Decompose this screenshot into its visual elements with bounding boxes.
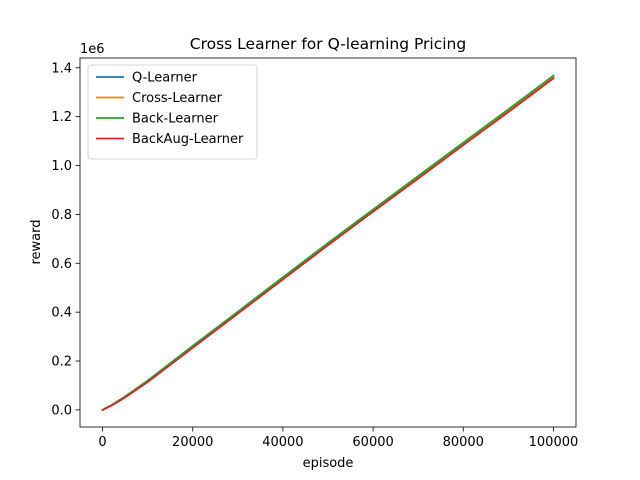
chart-title: Cross Learner for Q-learning Pricing — [190, 35, 466, 53]
y-tick-label: 0.6 — [51, 257, 72, 272]
y-axis-label: reward — [29, 219, 44, 264]
y-tick-label: 0.2 — [51, 355, 72, 370]
y-tick-label: 0.8 — [51, 208, 72, 223]
y-offset-label: 1e6 — [80, 42, 105, 57]
x-tick-label: 20000 — [172, 435, 213, 450]
y-tick-label: 0.0 — [51, 403, 72, 418]
legend: Q-Learner Cross-Learner Back-Learner BackAu… — [87, 64, 258, 160]
x-tick-label: 100000 — [529, 435, 579, 450]
y-axis: 0.0 0.2 0.4 0.6 0.8 1.0 1.2 1.4 — [51, 61, 80, 418]
y-tick-label: 1.4 — [51, 61, 72, 76]
x-tick-label: 60000 — [352, 435, 393, 450]
y-tick-label: 1.0 — [51, 159, 72, 174]
legend-label-3: BackAug-Learner — [132, 132, 244, 147]
series-layer — [101, 74, 555, 412]
x-axis: 0 20000 40000 60000 80000 100000 — [98, 427, 578, 450]
y-tick-label: 0.4 — [51, 306, 72, 321]
y-tick-label: 1.2 — [51, 110, 72, 125]
legend-label-1: Cross-Learner — [132, 91, 223, 106]
x-tick-label: 40000 — [262, 435, 303, 450]
legend-frame — [87, 64, 258, 160]
x-axis-label: episode — [303, 456, 354, 471]
legend-label-2: Back-Learner — [132, 112, 219, 127]
series-line-3 — [101, 77, 555, 412]
x-tick-label: 80000 — [443, 435, 484, 450]
plot-frame — [79, 57, 577, 428]
x-tick-label: 0 — [98, 435, 106, 450]
legend-label-0: Q-Learner — [132, 71, 198, 86]
